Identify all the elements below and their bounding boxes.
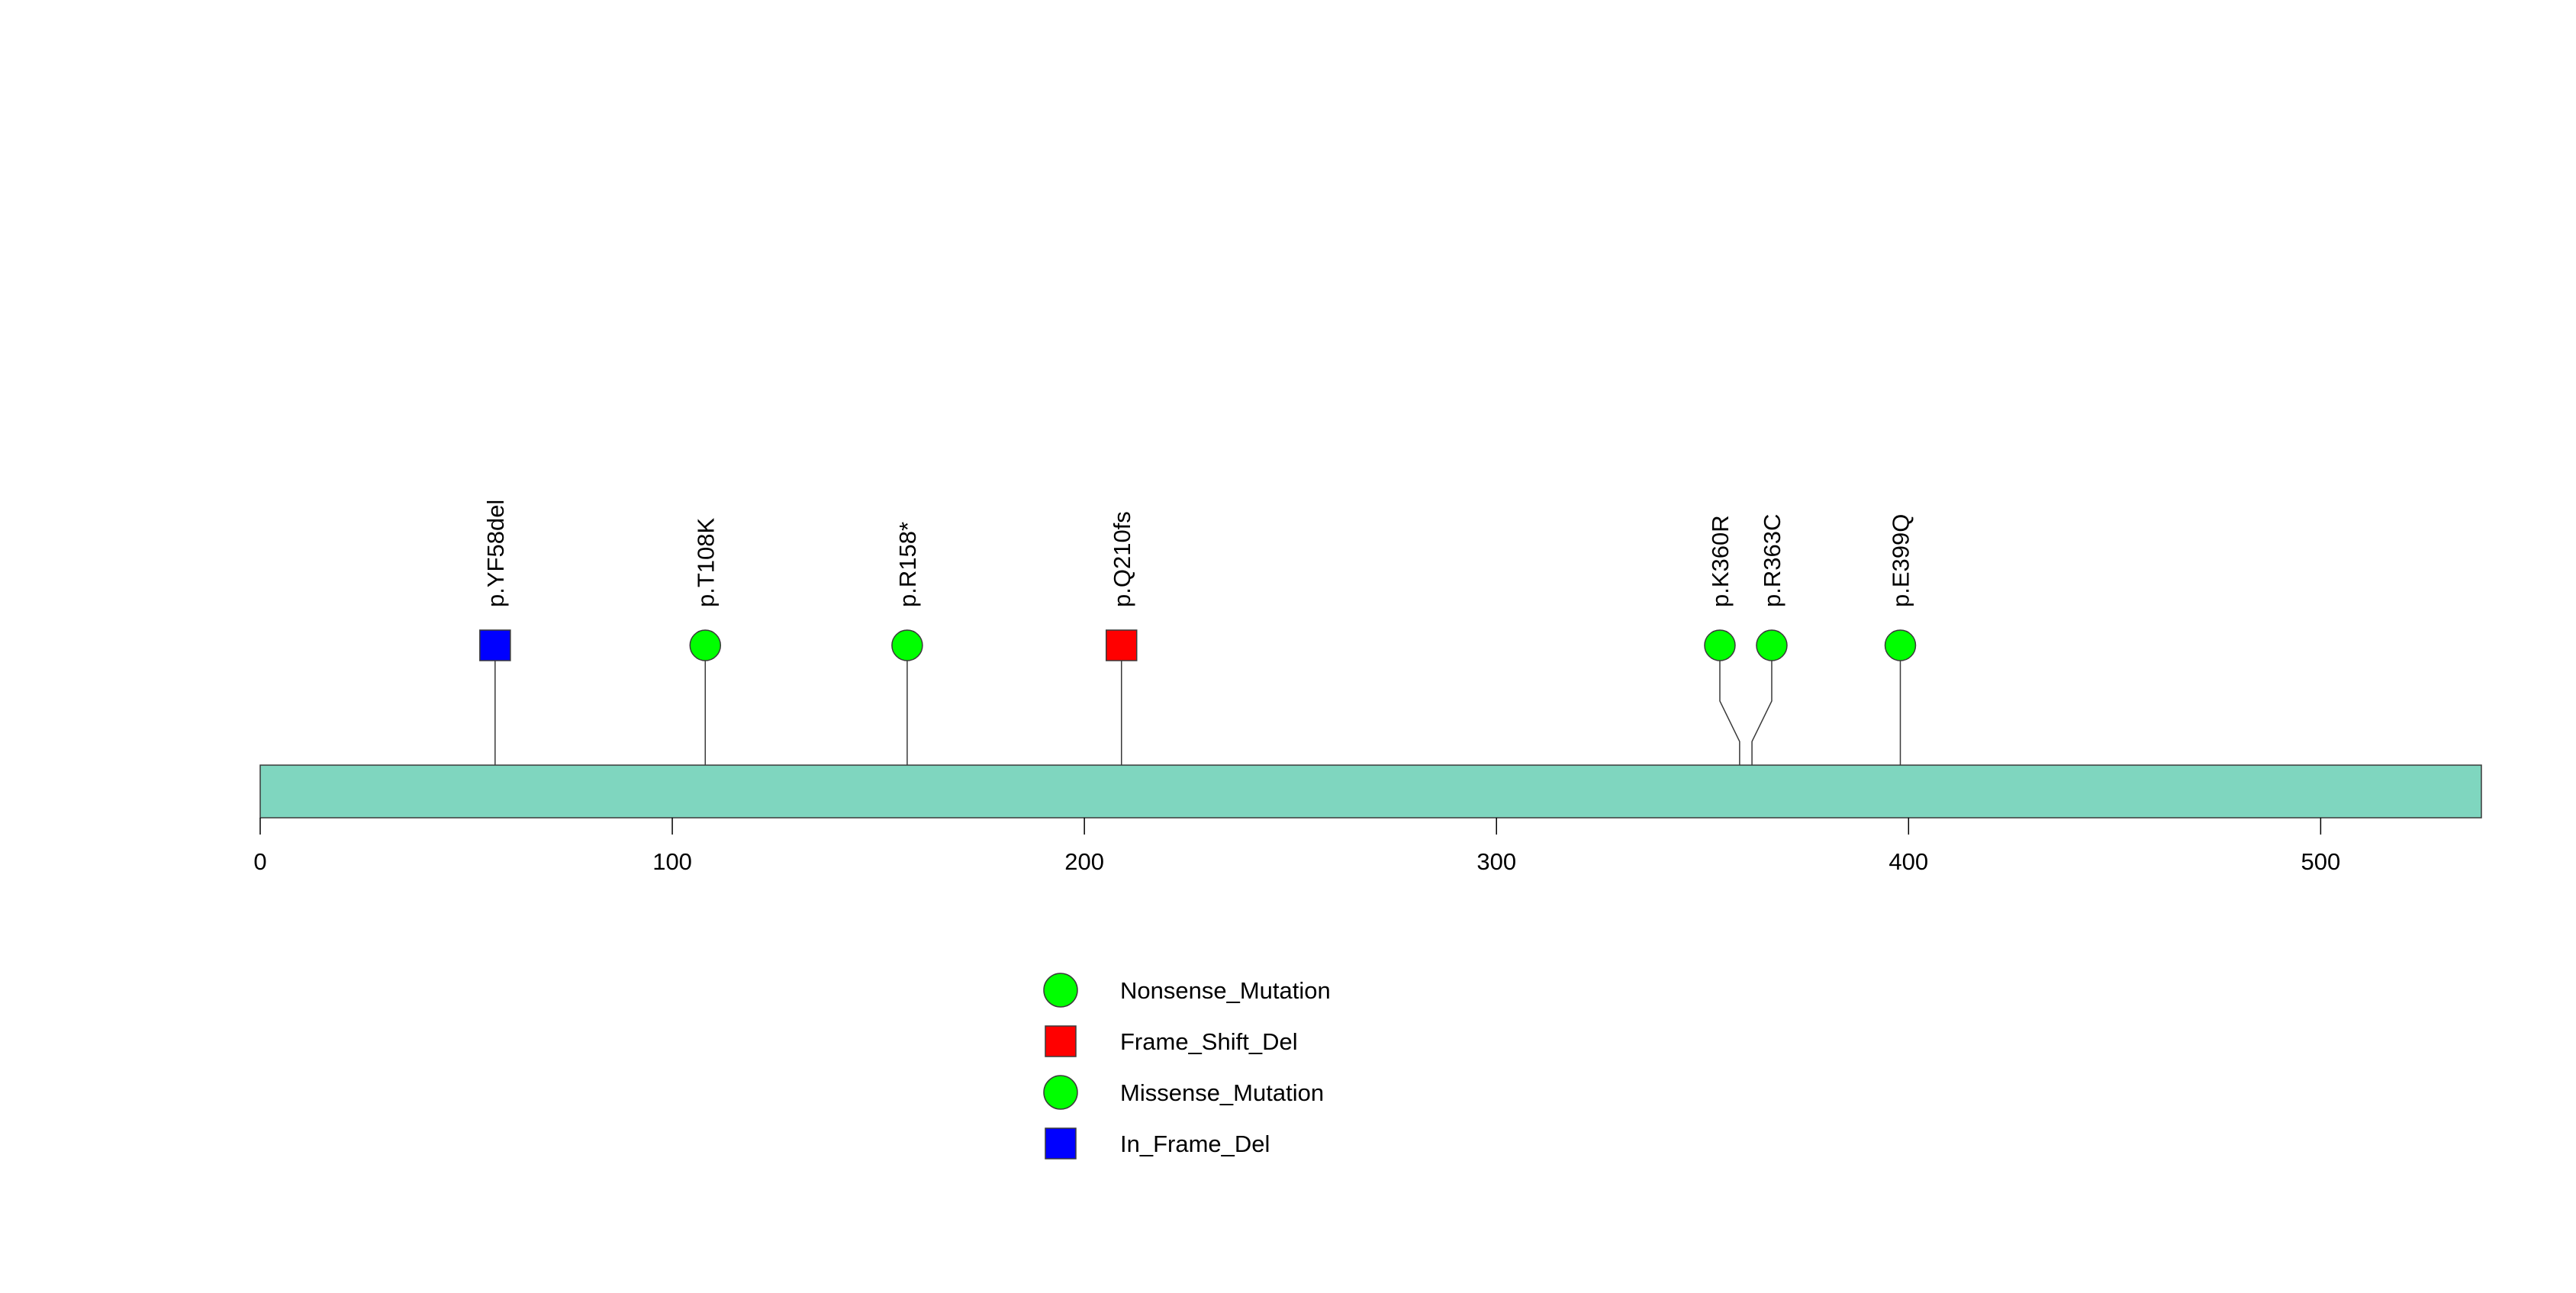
legend-label: Missense_Mutation	[1120, 1079, 1324, 1106]
mutation-label: p.E399Q	[1887, 514, 1914, 607]
legend-swatch	[1043, 1075, 1078, 1110]
mutation-marker	[1106, 629, 1138, 661]
mutation-label: p.Q210fs	[1109, 511, 1135, 607]
x-tick-label: 0	[253, 848, 266, 875]
mutation-label: p.T108K	[692, 517, 719, 607]
legend: Nonsense_Mutation Frame_Shift_Del Missense…	[1043, 973, 1331, 1160]
mutation-label: p.R158*	[894, 522, 921, 607]
mutation-label: p.R363C	[1759, 514, 1785, 607]
legend-swatch	[1045, 1025, 1077, 1057]
legend-label: Nonsense_Mutation	[1120, 977, 1331, 1004]
mutation-marker	[891, 629, 923, 661]
mutation-marker	[1884, 629, 1917, 661]
protein-bar	[259, 764, 2482, 819]
x-axis: 0 100 200 300 400 500	[253, 818, 2340, 875]
mutation-marker	[689, 629, 722, 661]
mutation-marker	[1756, 629, 1788, 661]
markers-layer	[479, 629, 1917, 661]
legend-swatch	[1043, 973, 1078, 1008]
mutation-label: p.K360R	[1707, 515, 1734, 607]
x-tick-label: 500	[2301, 848, 2341, 875]
legend-label: Frame_Shift_Del	[1120, 1028, 1298, 1055]
legend-swatch	[1045, 1127, 1077, 1160]
mutation-label: p.YF58del	[482, 500, 509, 607]
mutation-marker	[479, 629, 511, 661]
x-tick-label: 100	[652, 848, 692, 875]
x-tick-label: 200	[1064, 848, 1104, 875]
mutation-labels: p.YF58del p.T108K p.R158* p.Q210fs p.K360R p.…	[482, 500, 1914, 607]
x-tick-label: 400	[1889, 848, 1928, 875]
mutation-marker	[1704, 629, 1736, 661]
x-tick-label: 300	[1476, 848, 1516, 875]
legend-label: In_Frame_Del	[1120, 1131, 1270, 1157]
